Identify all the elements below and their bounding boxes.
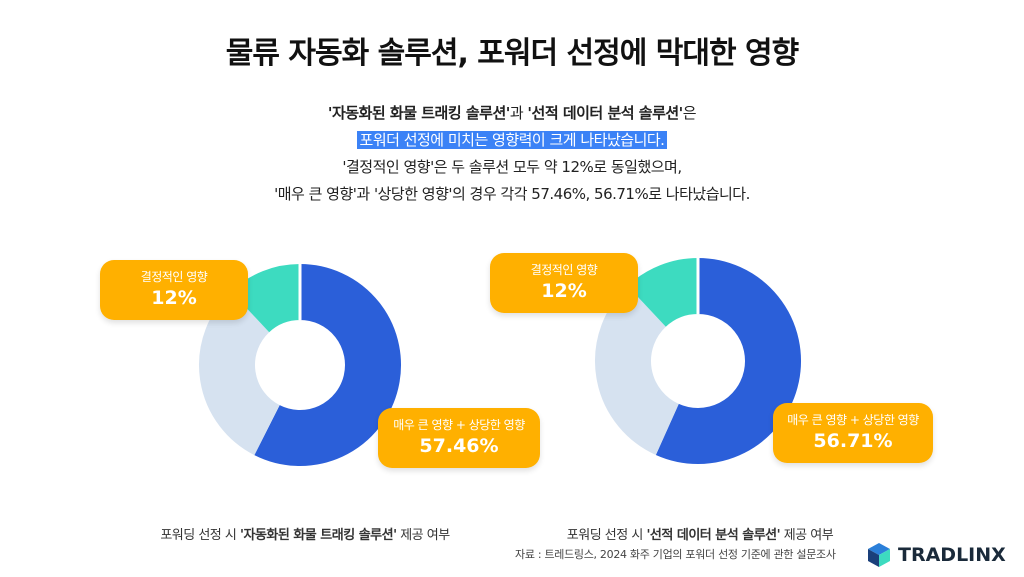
caption-bold: '자동화된 화물 트래킹 솔루션' bbox=[240, 528, 397, 543]
donut-chart-tracking: 결정적인 영향 12% 매우 큰 영향 + 상당한 영향 57.46% 포워딩 … bbox=[95, 215, 540, 545]
caption-shipping-data: 포워딩 선정 시 '선적 데이터 분석 솔루션' 제공 여부 bbox=[490, 524, 910, 543]
summary-line-2: 포워더 선정에 미치는 영향력이 크게 나타났습니다. bbox=[0, 127, 1024, 154]
summary-line-1: '자동화된 화물 트래킹 솔루션'과 '선적 데이터 분석 솔루션'은 bbox=[0, 100, 1024, 127]
page-title: 물류 자동화 솔루션, 포워더 선정에 막대한 영향 bbox=[225, 36, 799, 71]
donut-chart-shipping-data: 결정적인 영향 12% 매우 큰 영향 + 상당한 영향 56.71% 포워딩 … bbox=[490, 215, 933, 545]
donut-slice-other bbox=[595, 285, 680, 455]
summary-connector: 과 bbox=[509, 104, 528, 122]
donut-slice-major bbox=[254, 264, 401, 466]
callout-major-shipping: 매우 큰 영향 + 상당한 영향 56.71% bbox=[773, 403, 933, 463]
donut-slice-decisive bbox=[627, 258, 700, 328]
summary-quote-1: '자동화된 화물 트래킹 솔루션' bbox=[327, 104, 510, 122]
caption-tracking: 포워딩 선정 시 '자동화된 화물 트래킹 솔루션' 제공 여부 bbox=[95, 524, 515, 543]
summary-text: '자동화된 화물 트래킹 솔루션'과 '선적 데이터 분석 솔루션'은 포워더 … bbox=[0, 100, 1024, 208]
brand-logo: TRADLINX bbox=[866, 542, 1006, 568]
callout-decisive-value: 12% bbox=[151, 287, 197, 309]
summary-line-3: '결정적인 영향'은 두 솔루션 모두 약 12%로 동일했으며, bbox=[342, 158, 682, 176]
callout-decisive-shipping: 결정적인 영향 12% bbox=[490, 253, 638, 313]
caption-pre: 포워딩 선정 시 bbox=[160, 528, 240, 543]
callout-major-label: 매우 큰 영향 + 상당한 영향 bbox=[393, 418, 525, 432]
caption-post: 제공 여부 bbox=[780, 528, 834, 543]
donut-slice-major bbox=[655, 258, 801, 464]
callout-major-value: 57.46% bbox=[419, 435, 499, 457]
summary-highlight: 포워더 선정에 미치는 영향력이 크게 나타났습니다. bbox=[356, 131, 668, 149]
donut-svg-shipping-data bbox=[595, 258, 801, 464]
caption-bold: '선적 데이터 분석 솔루션' bbox=[646, 528, 781, 543]
callout-decisive-label: 결정적인 영향 bbox=[530, 263, 598, 277]
donut-slice-decisive bbox=[230, 264, 302, 334]
source-note: 자료 : 트레드링스, 2024 화주 기업의 포워더 선정 기준에 관한 설문… bbox=[515, 548, 836, 561]
summary-quote-2: '선적 데이터 분석 솔루션' bbox=[527, 104, 683, 122]
summary-line-4: '매우 큰 영향'과 '상당한 영향'의 경우 각각 57.46%, 56.71… bbox=[274, 185, 750, 203]
callout-decisive-value: 12% bbox=[541, 280, 587, 302]
caption-pre: 포워딩 선정 시 bbox=[566, 528, 647, 543]
caption-post: 제공 여부 bbox=[396, 528, 450, 543]
logo-text: TRADLINX bbox=[898, 544, 1006, 566]
callout-major-label: 매우 큰 영향 + 상당한 영향 bbox=[787, 413, 919, 427]
callout-major-value: 56.71% bbox=[813, 430, 893, 452]
cube-logo-icon bbox=[868, 543, 890, 567]
donut-svg-tracking bbox=[199, 264, 401, 466]
callout-decisive-tracking: 결정적인 영향 12% bbox=[100, 260, 248, 320]
callout-major-tracking: 매우 큰 영향 + 상당한 영향 57.46% bbox=[378, 408, 540, 468]
callout-decisive-label: 결정적인 영향 bbox=[140, 270, 208, 284]
donut-slice-other bbox=[199, 291, 281, 456]
summary-line-1-end: 은 bbox=[682, 104, 697, 122]
